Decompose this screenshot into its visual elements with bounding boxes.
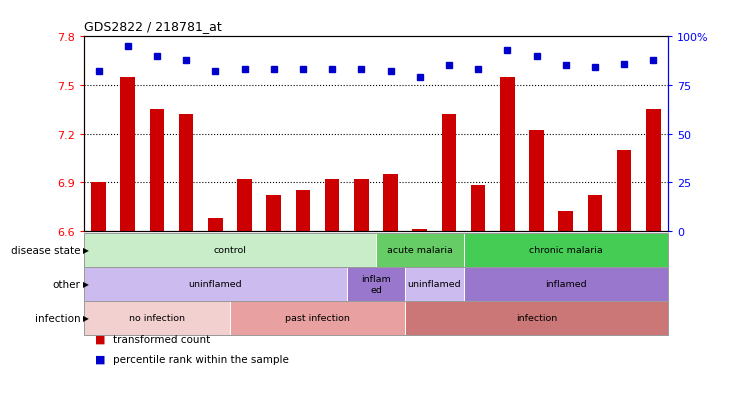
Text: uninflamed: uninflamed [188, 280, 242, 289]
Text: inflam
ed: inflam ed [361, 275, 391, 294]
Bar [471, 186, 485, 231]
Bar [558, 212, 573, 231]
Bar [529, 131, 544, 231]
Bar [91, 183, 106, 231]
Bar [412, 230, 427, 231]
Bar [500, 78, 515, 231]
Text: control: control [213, 246, 247, 255]
Bar [325, 180, 339, 231]
Bar [266, 196, 281, 231]
Text: disease state: disease state [11, 245, 80, 255]
Text: other: other [53, 279, 80, 289]
Text: past infection: past infection [285, 313, 350, 323]
Bar [150, 110, 164, 231]
Bar [237, 180, 252, 231]
Bar [208, 218, 223, 231]
Bar [296, 191, 310, 231]
Bar [617, 150, 631, 231]
Text: ▶: ▶ [82, 313, 88, 323]
Text: acute malaria: acute malaria [387, 246, 453, 255]
Text: ■: ■ [95, 334, 105, 344]
Bar [120, 78, 135, 231]
Bar [442, 115, 456, 231]
Text: uninflamed: uninflamed [407, 280, 461, 289]
Text: ■: ■ [95, 354, 105, 364]
Text: percentile rank within the sample: percentile rank within the sample [113, 354, 289, 364]
Text: transformed count: transformed count [113, 334, 210, 344]
Text: GDS2822 / 218781_at: GDS2822 / 218781_at [84, 20, 222, 33]
Bar [383, 175, 398, 231]
Bar [588, 196, 602, 231]
Bar [354, 180, 369, 231]
Text: ▶: ▶ [82, 246, 88, 255]
Text: infection: infection [516, 313, 557, 323]
Bar [646, 110, 661, 231]
Text: ▶: ▶ [82, 280, 88, 289]
Text: no infection: no infection [129, 313, 185, 323]
Text: chronic malaria: chronic malaria [529, 246, 603, 255]
Text: inflamed: inflamed [545, 280, 587, 289]
Bar [179, 115, 193, 231]
Text: infection: infection [34, 313, 80, 323]
